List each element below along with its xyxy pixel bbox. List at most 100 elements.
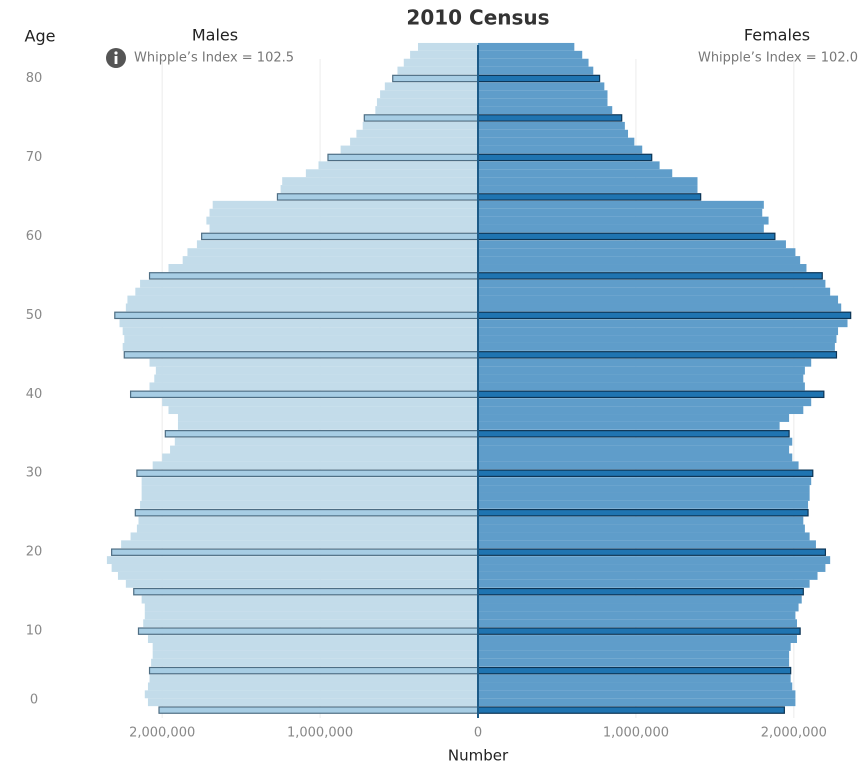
bar: [141, 477, 478, 486]
bar: [209, 224, 478, 233]
bar: [174, 437, 479, 446]
bar: [478, 619, 797, 628]
bar: [363, 114, 479, 122]
bar: [141, 485, 478, 493]
bar: [477, 74, 601, 83]
bar: [477, 351, 838, 359]
bar: [478, 500, 809, 509]
bar: [478, 224, 764, 233]
bar: [148, 272, 479, 280]
bar: [187, 248, 478, 257]
bar: [478, 453, 793, 462]
x-tick-label: 1,000,000: [603, 726, 669, 741]
bar: [477, 627, 801, 635]
bar: [478, 42, 575, 51]
bar: [478, 82, 605, 91]
bar: [477, 508, 809, 517]
bar: [478, 279, 826, 288]
bar: [177, 414, 479, 422]
bar: [149, 674, 479, 683]
bar: [209, 208, 478, 217]
bar: [134, 508, 479, 517]
bar: [380, 90, 478, 99]
bar: [177, 421, 479, 430]
bar: [478, 571, 818, 580]
bar: [403, 58, 478, 67]
bar: [141, 492, 478, 501]
bar: [162, 398, 478, 407]
bar: [477, 272, 823, 280]
bar: [477, 114, 623, 122]
info-icon: [106, 48, 126, 68]
bar: [121, 540, 478, 549]
bar: [206, 216, 478, 225]
bar: [144, 690, 478, 699]
bar: [129, 390, 479, 399]
bar: [477, 706, 785, 714]
bar: [478, 200, 764, 209]
bar: [122, 342, 478, 351]
bar: [305, 169, 478, 178]
bar: [478, 374, 804, 383]
bar: [144, 603, 478, 612]
bar: [478, 564, 826, 572]
bar: [478, 98, 608, 107]
bar: [478, 414, 790, 422]
bar: [478, 516, 804, 525]
bar: [478, 635, 797, 643]
y-tick-label: 50: [26, 308, 43, 323]
bar: [122, 327, 478, 336]
bar: [478, 106, 613, 115]
x-tick-label: 2,000,000: [761, 726, 827, 741]
bar: [478, 603, 799, 612]
bar: [127, 295, 479, 304]
bar: [478, 477, 812, 486]
bar: [149, 358, 479, 367]
bar: [478, 595, 802, 604]
bar: [124, 335, 479, 343]
bar: [111, 548, 479, 556]
bar: [478, 674, 791, 683]
bar: [478, 366, 805, 375]
bar: [117, 571, 478, 580]
bar: [362, 121, 478, 130]
bar: [477, 153, 653, 162]
bar: [478, 264, 807, 272]
y-tick-label: 30: [26, 466, 43, 481]
bar: [151, 658, 479, 667]
bar: [137, 627, 479, 635]
bar: [477, 430, 790, 438]
bar: [478, 650, 790, 659]
bar: [138, 516, 478, 525]
bar: [125, 579, 479, 588]
annotation: Whipple’s Index = 102.5: [134, 51, 294, 66]
bar: [168, 406, 478, 415]
bar: [478, 579, 810, 588]
bar: [478, 90, 608, 99]
bar: [417, 42, 478, 51]
bar: [280, 185, 478, 193]
bar: [477, 469, 814, 477]
bar: [478, 492, 810, 501]
bar: [162, 453, 478, 462]
bar: [350, 137, 478, 146]
bar: [133, 587, 479, 596]
bar: [376, 98, 478, 107]
bar: [282, 177, 478, 186]
bar: [201, 232, 479, 241]
bar: [276, 193, 479, 201]
bar: [410, 50, 478, 59]
bar: [478, 611, 796, 620]
bar: [478, 177, 698, 186]
y-tick-label: 70: [26, 150, 43, 165]
bar: [327, 153, 479, 162]
bar: [158, 706, 479, 714]
bar: [140, 500, 478, 509]
bar: [478, 129, 629, 138]
bar: [125, 303, 479, 312]
x-axis-label: Number: [448, 747, 509, 765]
x-tick-label: 1,000,000: [287, 726, 353, 741]
bar: [478, 248, 796, 257]
bar: [154, 374, 479, 383]
